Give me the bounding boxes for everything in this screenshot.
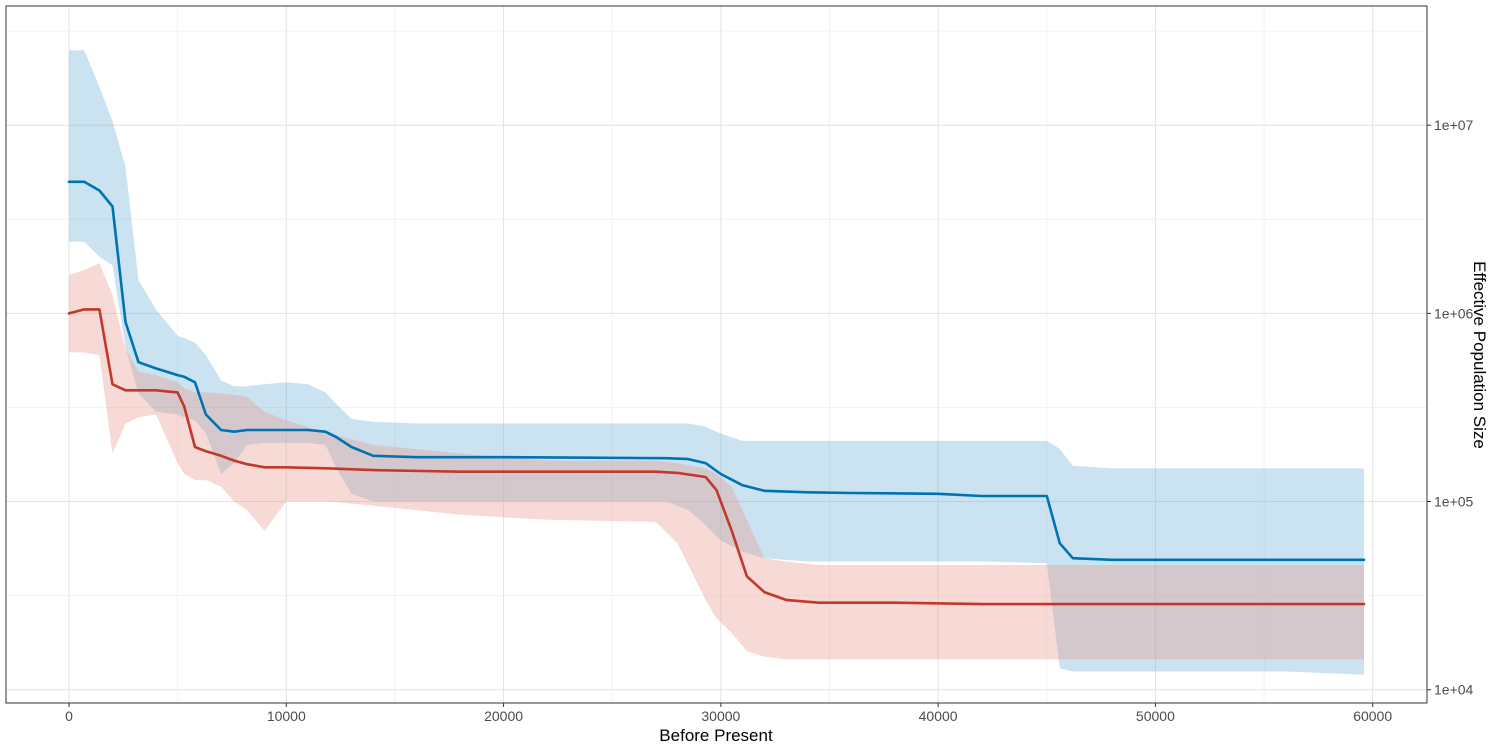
series-line-2	[67, 308, 1366, 606]
y-tick-label: 1e+06	[1434, 305, 1474, 321]
x-tick-label: 40000	[919, 708, 958, 724]
x-tick-label: 0	[65, 708, 73, 724]
y-axis-label: Effective Population Size	[1470, 261, 1489, 449]
series-line-1	[67, 180, 1366, 562]
x-tick-label: 30000	[701, 708, 740, 724]
x-tick-label: 10000	[267, 708, 306, 724]
confidence-band-1	[69, 50, 1364, 675]
x-axis-label: Before Present	[659, 726, 773, 745]
plot-panel-border	[5, 5, 1428, 704]
series-lines	[67, 180, 1366, 606]
x-tick-label: 60000	[1353, 708, 1392, 724]
y-axis: 1e+04 1e+05 1e+06 1e+07	[1427, 117, 1474, 698]
gridlines	[6, 6, 1427, 703]
y-tick-label: 1e+04	[1434, 682, 1474, 698]
x-tick-label: 20000	[484, 708, 523, 724]
confidence-band-2	[69, 263, 1364, 660]
y-tick-label: 1e+05	[1434, 494, 1474, 510]
y-tick-label: 1e+07	[1434, 117, 1474, 133]
x-tick-label: 50000	[1136, 708, 1175, 724]
x-axis: 0 10000 20000 30000 40000 50000 60000	[65, 703, 1392, 724]
confidence-bands	[69, 50, 1364, 675]
